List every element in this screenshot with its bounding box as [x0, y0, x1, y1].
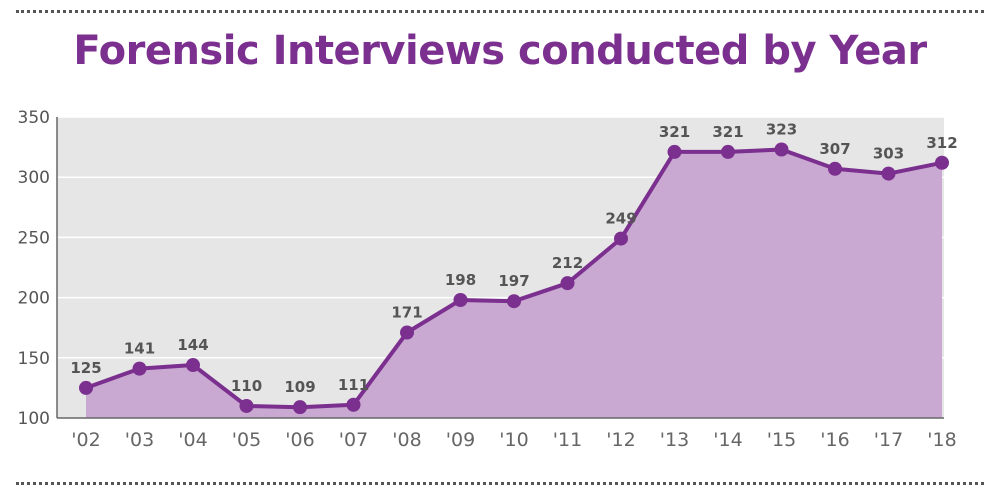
x-tick-label: '06 [285, 429, 314, 451]
data-labels: 125 141 144 110 109 111 171 198 197 212 249 321 321 3… [70, 121, 957, 397]
data-point-marker [79, 380, 93, 395]
y-tick-label: 350 [18, 108, 50, 128]
x-tick-label: '02 [71, 429, 100, 451]
data-label: 171 [391, 304, 422, 322]
data-label: 323 [766, 121, 797, 139]
data-point-marker [881, 166, 896, 181]
y-axis-ticks: 100 150 200 250 300 350 [18, 108, 50, 429]
data-point-marker [507, 294, 521, 309]
data-point-marker [614, 231, 628, 246]
data-point-marker [400, 325, 414, 340]
bottom-dotted-divider [16, 482, 984, 485]
data-label: 303 [873, 145, 904, 163]
data-label: 307 [819, 140, 850, 158]
x-tick-label: '04 [178, 429, 207, 451]
data-label: 110 [231, 377, 262, 395]
data-point-marker [560, 276, 575, 291]
x-tick-label: '08 [392, 429, 421, 451]
x-axis-ticks: '02 '03 '04 '05 '06 '07 '08 '09 '10 '11 '12 '13 '14 '… [71, 429, 956, 451]
data-point-marker [239, 398, 254, 413]
data-point-marker [774, 142, 789, 157]
x-tick-label: '05 [232, 429, 261, 451]
x-tick-label: '17 [874, 429, 903, 451]
x-tick-label: '12 [606, 429, 635, 451]
data-markers [79, 142, 949, 415]
x-tick-label: '11 [553, 429, 582, 451]
area-fill [86, 149, 942, 418]
data-label: 144 [177, 336, 208, 354]
data-label: 141 [124, 340, 155, 358]
data-label: 111 [338, 376, 369, 394]
x-tick-label: '13 [660, 429, 689, 451]
data-point-marker [721, 144, 735, 159]
x-tick-label: '03 [125, 429, 154, 451]
x-tick-label: '09 [446, 429, 475, 451]
y-tick-label: 100 [18, 409, 50, 429]
x-tick-label: '14 [713, 429, 742, 451]
x-tick-label: '16 [820, 429, 849, 451]
y-tick-label: 300 [18, 168, 50, 188]
data-label: 125 [70, 359, 101, 377]
data-point-marker [935, 155, 949, 170]
data-label: 321 [712, 123, 743, 141]
data-label: 212 [552, 254, 583, 272]
top-dotted-divider [16, 10, 984, 13]
x-tick-label: '07 [339, 429, 368, 451]
data-point-marker [453, 293, 468, 308]
y-tick-label: 250 [18, 228, 50, 248]
x-tick-label: '15 [767, 429, 796, 451]
y-tick-label: 200 [18, 289, 50, 309]
y-tick-label: 150 [18, 349, 50, 369]
data-point-marker [293, 400, 307, 415]
data-label: 197 [498, 272, 529, 290]
chart-title: Forensic Interviews conducted by Year [73, 28, 927, 74]
data-point-marker [667, 144, 682, 159]
data-label: 312 [926, 134, 957, 152]
x-tick-label: '10 [499, 429, 528, 451]
data-label: 198 [445, 271, 476, 289]
data-point-marker [828, 161, 842, 176]
data-point-marker [132, 361, 147, 376]
data-label: 321 [659, 123, 690, 141]
data-point-marker [346, 397, 361, 412]
data-label: 249 [605, 210, 636, 228]
data-point-marker [186, 358, 200, 373]
x-tick-label: '18 [927, 429, 956, 451]
data-label: 109 [284, 378, 315, 396]
